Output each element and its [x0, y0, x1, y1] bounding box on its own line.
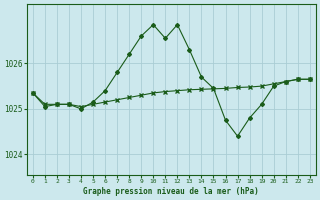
- X-axis label: Graphe pression niveau de la mer (hPa): Graphe pression niveau de la mer (hPa): [84, 187, 259, 196]
